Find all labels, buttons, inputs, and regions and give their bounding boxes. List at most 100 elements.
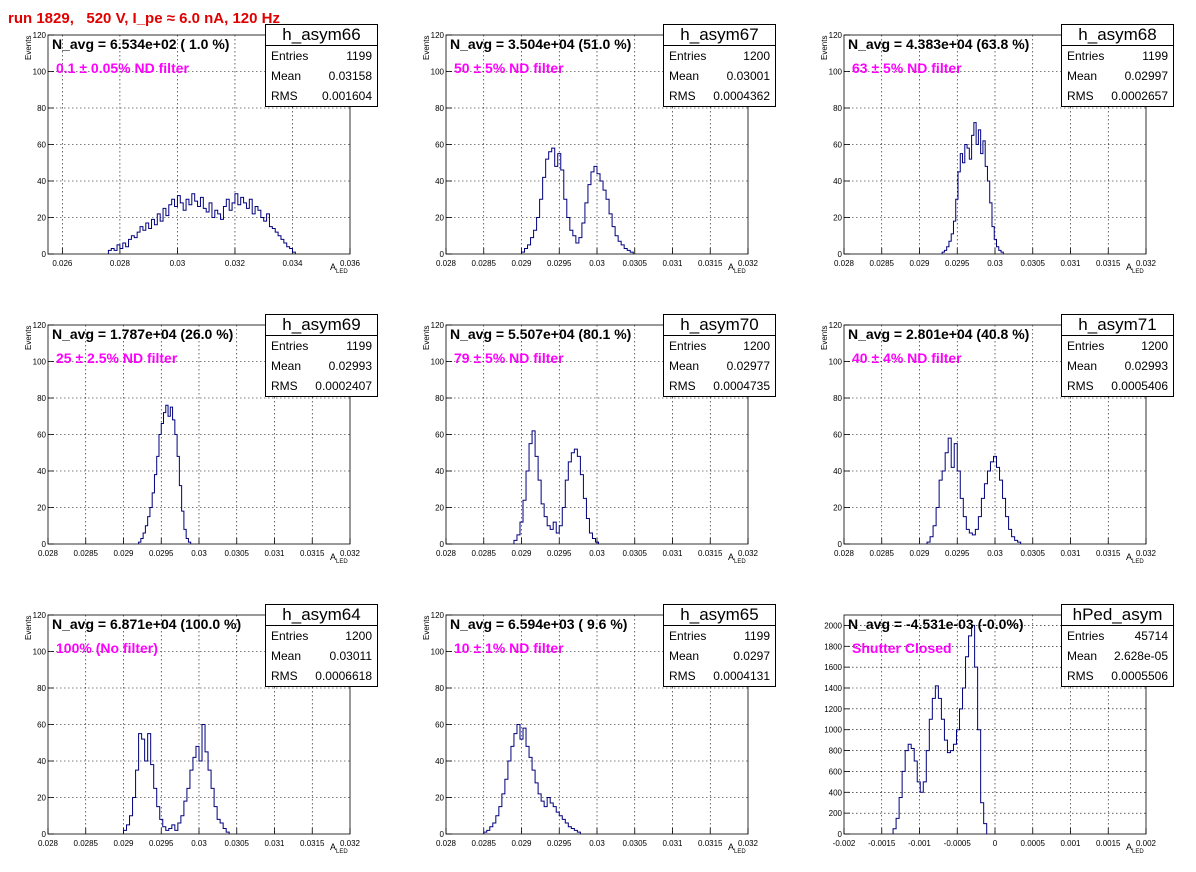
- x-axis-label: ALED: [728, 552, 746, 565]
- x-tick-label: 0.0305: [1021, 549, 1046, 558]
- stats-box: h_asym69 Entries 1199 Mean 0.02993 RMS 0.00024…: [265, 314, 378, 397]
- x-tick-label: 0.0315: [300, 839, 325, 848]
- histogram-pad-h_asym70: 0.028 0.0285 0.029 0.0295 0.03 0.0305 0.031 0.0…: [398, 290, 796, 580]
- y-tick-label: 40: [435, 757, 444, 766]
- x-axis-label-main: A: [1126, 842, 1133, 852]
- x-axis-label-sub: LED: [336, 558, 348, 565]
- x-tick-label: 0.034: [282, 259, 303, 268]
- stats-entries-key: Entries: [271, 339, 309, 353]
- x-tick-label: 0.028: [436, 549, 457, 558]
- navg-label: N_avg = 3.504e+04 (51.0 %): [450, 36, 632, 52]
- stats-entries-row: Entries 1199: [1062, 46, 1173, 66]
- y-tick-label: 20: [435, 504, 444, 513]
- stats-mean-value: 0.0297: [733, 649, 770, 663]
- x-tick-label: 0.032: [738, 259, 759, 268]
- navg-label: N_avg = 6.594e+03 ( 9.6 %): [450, 616, 628, 632]
- x-tick-label: 0.0305: [1021, 259, 1046, 268]
- y-tick-label: 1200: [824, 705, 842, 714]
- y-axis-label: Events: [24, 325, 33, 350]
- y-tick-label: 100: [33, 358, 47, 367]
- x-tick-label: 0.032: [225, 259, 246, 268]
- y-tick-label: 120: [33, 31, 47, 40]
- x-axis-label-main: A: [728, 262, 735, 272]
- x-tick-label: 0.0285: [74, 549, 99, 558]
- y-tick-label: 60: [435, 431, 444, 440]
- x-tick-label: 0.031: [662, 259, 683, 268]
- navg-label: N_avg = 6.534e+02 ( 1.0 %): [52, 36, 230, 52]
- x-tick-label: 0.026: [52, 259, 73, 268]
- x-tick-label: 0.032: [1136, 259, 1157, 268]
- y-tick-label: 100: [431, 68, 445, 77]
- y-axis-label: Events: [820, 35, 829, 60]
- stats-rms-value: 0.0002657: [1111, 89, 1168, 103]
- histogram-pad-h_asym65: 0.028 0.0285 0.029 0.0295 0.03 0.0305 0.031 0.0…: [398, 580, 796, 870]
- stats-mean-key: Mean: [271, 359, 302, 373]
- y-tick-label: 800: [829, 747, 843, 756]
- x-axis-label-sub: LED: [734, 848, 746, 855]
- x-tick-label: 0.0295: [149, 839, 174, 848]
- x-axis-label-sub: LED: [1132, 848, 1144, 855]
- x-tick-label: 0.028: [110, 259, 131, 268]
- histogram-pad-h_asym69: 0.028 0.0285 0.029 0.0295 0.03 0.0305 0.031 0.0…: [0, 290, 398, 580]
- x-tick-label: 0.029: [909, 549, 930, 558]
- y-tick-label: 20: [435, 794, 444, 803]
- x-axis-label: ALED: [1126, 262, 1144, 275]
- stats-mean-row: Mean 0.02993: [1062, 356, 1173, 376]
- y-tick-label: 60: [435, 141, 444, 150]
- stats-entries-row: Entries 1200: [664, 46, 775, 66]
- y-tick-label: 40: [37, 177, 46, 186]
- y-tick-label: 20: [833, 214, 842, 223]
- x-axis-label-main: A: [330, 262, 337, 272]
- stats-mean-value: 0.02977: [726, 359, 770, 373]
- histogram-series: [138, 404, 192, 544]
- y-tick-label: 0: [838, 540, 843, 549]
- filter-label: 25 ± 2.5% ND filter: [56, 350, 178, 366]
- stats-rms-key: RMS: [669, 89, 696, 103]
- y-tick-label: 1000: [824, 726, 842, 735]
- x-tick-label: 0.0305: [623, 549, 648, 558]
- x-axis-label-sub: LED: [734, 558, 746, 565]
- x-tick-label: 0.031: [662, 839, 683, 848]
- stats-box: h_asym64 Entries 1200 Mean 0.03011 RMS 0.00066…: [265, 604, 378, 687]
- stats-entries-value: 1200: [1141, 339, 1168, 353]
- x-tick-label: 0.03: [987, 549, 1003, 558]
- stats-entries-key: Entries: [669, 49, 707, 63]
- x-tick-label: 0.028: [436, 839, 457, 848]
- plot-frame: [47, 324, 351, 545]
- stats-mean-row: Mean 0.0297: [664, 646, 775, 666]
- y-axis-label: Events: [422, 35, 431, 60]
- stats-mean-row: Mean 0.03001: [664, 66, 775, 86]
- y-tick-label: 20: [37, 504, 46, 513]
- y-tick-label: 0: [42, 540, 47, 549]
- filter-label: Shutter Closed: [852, 640, 952, 656]
- x-axis-label: ALED: [330, 552, 348, 565]
- stats-entries-row: Entries 45714: [1062, 626, 1173, 646]
- stats-entries-value: 1199: [744, 629, 770, 643]
- stats-mean-value: 0.02993: [328, 359, 372, 373]
- filter-label: 40 ± 4% ND filter: [852, 350, 962, 366]
- stats-entries-key: Entries: [669, 629, 707, 643]
- x-tick-label: 0.0315: [698, 549, 723, 558]
- stats-box-title: hPed_asym: [1062, 605, 1173, 626]
- x-axis-label: ALED: [728, 262, 746, 275]
- y-tick-label: 0: [440, 250, 445, 259]
- x-tick-label: -0.001: [908, 839, 931, 848]
- x-axis-label-main: A: [330, 552, 337, 562]
- stats-box-title: h_asym66: [266, 25, 377, 46]
- x-tick-label: 0.029: [113, 549, 134, 558]
- stats-box-title: h_asym67: [664, 25, 775, 46]
- x-tick-label: 0.032: [340, 839, 361, 848]
- stats-entries-key: Entries: [1067, 629, 1105, 643]
- stats-rms-key: RMS: [1067, 89, 1094, 103]
- stats-mean-row: Mean 0.02993: [266, 356, 377, 376]
- stats-entries-row: Entries 1199: [664, 626, 775, 646]
- stats-mean-value: 0.03011: [329, 649, 373, 663]
- x-tick-label: 0.031: [662, 549, 683, 558]
- x-tick-label: 0.029: [113, 839, 134, 848]
- x-axis-label: ALED: [330, 842, 348, 855]
- x-tick-label: 0.001: [1060, 839, 1081, 848]
- histogram-series: [926, 437, 1022, 544]
- stats-mean-value: 0.02997: [1124, 69, 1168, 83]
- x-tick-label: 0.028: [834, 549, 855, 558]
- stats-entries-row: Entries 1199: [266, 336, 377, 356]
